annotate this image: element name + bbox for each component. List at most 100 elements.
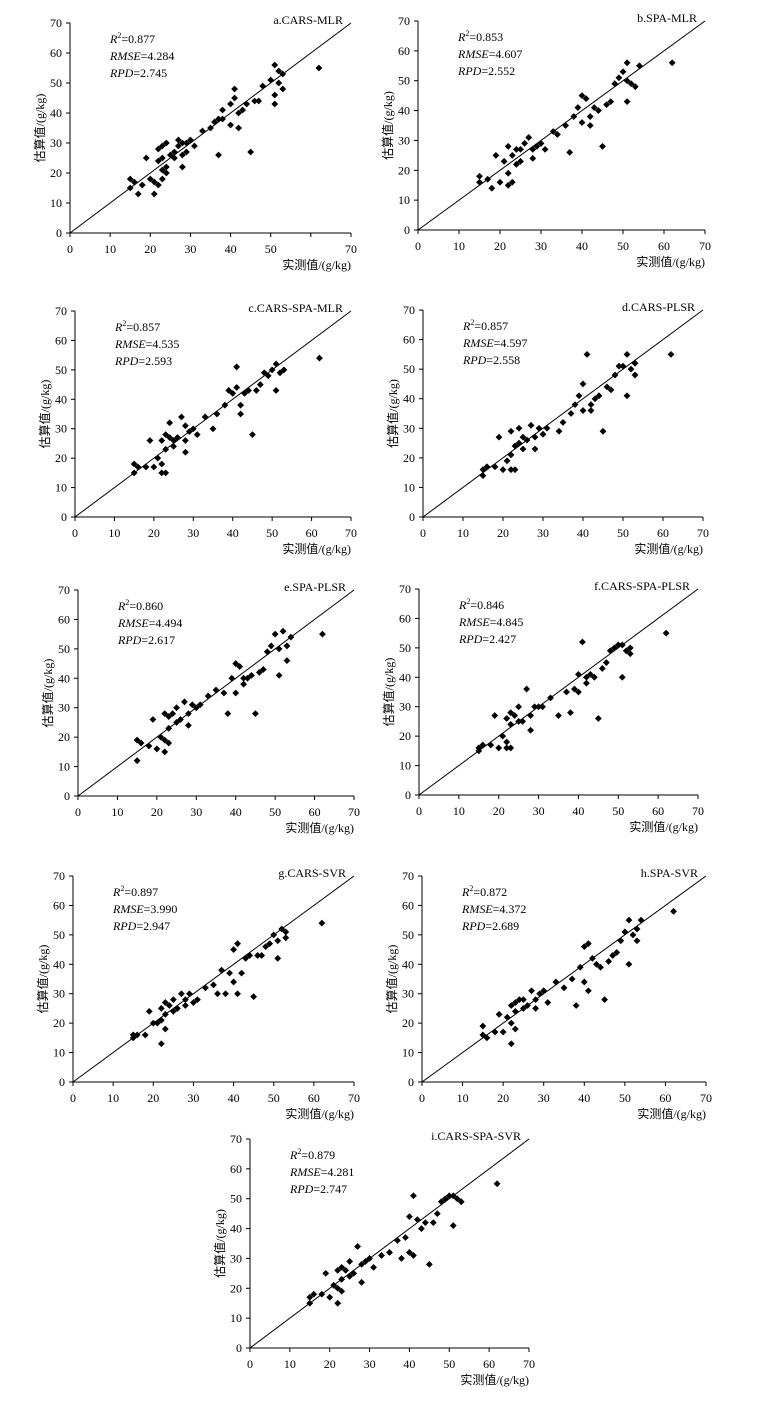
stat-superscript: 2 [466,597,470,606]
data-point [334,1284,342,1292]
data-point [165,713,173,720]
x-tick-label: 60 [657,526,669,540]
x-tick-label: 20 [148,526,160,540]
data-point [178,413,185,421]
stat-label: RMSE [114,337,146,351]
y-tick-label: 40 [58,671,70,685]
reference-line [74,310,352,518]
y-axis-label: 估算值/(g/kg) [32,94,47,163]
data-point [529,145,537,153]
data-point [157,1040,165,1048]
data-point [527,712,534,719]
data-point [169,1007,177,1015]
stat-text: RMSE=4.281 [289,1165,354,1179]
data-point [334,1299,342,1307]
x-tick-label: 50 [612,804,624,818]
stat-value: =0.872 [473,885,507,899]
data-point [174,434,181,441]
y-tick-label: 60 [402,898,414,912]
data-point [278,925,286,933]
data-point [326,1293,334,1301]
x-tick-label: 20 [493,804,505,818]
chart-title: i.CARS-SPA-SVR [431,1129,521,1143]
stat-text: RPD=2.427 [458,632,516,646]
data-point [543,424,551,432]
y-tick-label: 50 [50,76,62,90]
stat-label: RMSE [289,1165,321,1179]
data-point [507,744,515,752]
data-point [532,1005,539,1012]
data-point [622,647,630,655]
stat-superscript: 2 [469,884,473,893]
y-tick-label: 20 [230,1281,242,1295]
data-point [153,1019,161,1027]
x-tick-label: 20 [497,1091,509,1105]
data-point [210,981,217,989]
y-tick-label: 30 [50,136,62,150]
stat-value: =4.284 [141,49,175,63]
data-point [338,1263,346,1271]
data-point [282,928,290,936]
data-point [283,657,291,665]
data-point [213,410,221,418]
data-point [500,157,508,165]
data-point [621,928,629,936]
data-point [182,448,189,456]
chart-panel-7: 0 10 20 30 40 50 60 70 0 10 20 30 40 50 60 70 估算值/(g/kg)… [35,866,360,1121]
stat-text: RMSE=4.845 [458,615,523,629]
x-tick-label: 20 [494,239,506,253]
data-point [618,641,626,649]
data-point [582,95,590,103]
data-point [177,990,185,998]
data-point [521,140,528,147]
x-axis-label: 实测值/(g/kg) [282,541,351,556]
y-tick-label: 40 [55,392,67,406]
data-point [234,940,241,948]
data-point [584,940,592,948]
data-point [306,1293,314,1301]
data-point [571,401,579,409]
data-point [221,401,229,409]
data-point [633,937,641,945]
data-point [287,633,295,641]
y-axis-label: 估算值/(g/kg) [35,945,50,1014]
data-point [487,741,495,749]
data-point [338,1287,346,1295]
x-tick-label: 40 [230,805,242,819]
data-point [507,451,515,459]
stat-label: RMSE [461,902,493,916]
stat-text: RPD=2.552 [457,64,515,78]
y-tick-label: 10 [399,759,411,773]
data-point [271,61,279,69]
x-tick-label: 10 [104,242,116,256]
x-tick-label: 50 [265,242,277,256]
data-point [330,1281,338,1289]
data-point [346,1272,354,1280]
data-point [174,142,182,150]
data-point [158,142,166,150]
data-point [318,919,326,927]
data-point [186,990,193,998]
x-tick-label: 40 [577,526,589,540]
data-point [611,80,619,88]
data-point [499,466,507,474]
data-point [202,984,209,992]
data-point [255,97,263,105]
data-point [149,716,157,723]
stat-value: =2.427 [482,632,516,646]
y-tick-label: 60 [55,333,67,347]
data-point [161,999,169,1006]
data-point [457,1198,465,1206]
data-point [531,703,538,711]
chart-title: b.SPA-MLR [637,11,697,25]
data-point [563,688,570,696]
data-point [615,74,623,82]
data-point [417,1225,425,1232]
y-tick-label: 70 [53,869,65,883]
data-point [513,145,520,153]
data-point [219,106,226,114]
reference-line [72,875,355,1083]
data-point [215,115,222,123]
stat-label: RPD [109,66,134,80]
